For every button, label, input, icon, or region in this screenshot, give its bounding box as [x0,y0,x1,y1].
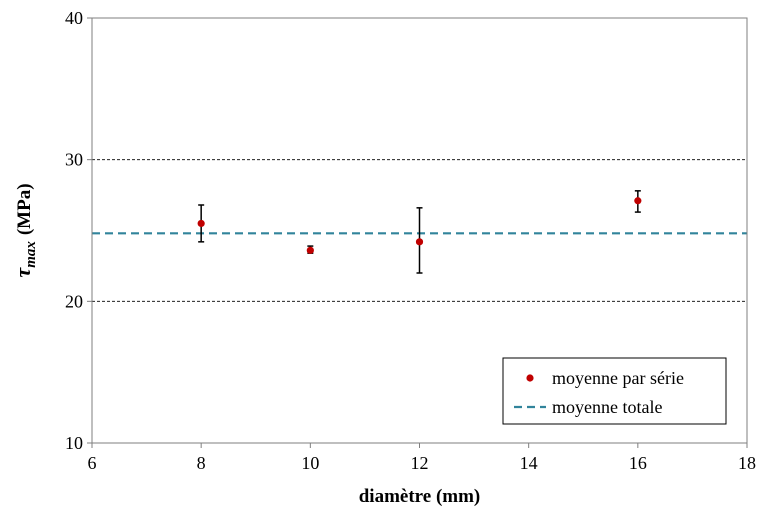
x-axis-ticks: 6 8 10 12 14 16 18 [88,443,756,473]
x-tick-label: 8 [197,453,206,473]
legend: moyenne par série moyenne totale [502,357,727,425]
x-tick-label: 6 [88,453,97,473]
x-tick-label: 10 [301,453,319,473]
y-axis-symbol: τ [10,267,35,278]
data-point [306,246,314,254]
x-tick-label: 18 [738,453,756,473]
data-point [634,197,642,205]
y-axis-unit: (MPa) [14,183,35,235]
y-axis-ticks: 10 20 30 40 [65,8,92,453]
x-tick-label: 16 [629,453,647,473]
x-tick-label: 14 [520,453,538,473]
x-axis-title: diamètre (mm) [359,486,481,507]
y-tick-label: 40 [65,8,83,28]
y-axis-subscript: max [23,241,39,268]
y-tick-label: 10 [65,433,83,453]
legend-box [502,357,727,425]
y-tick-label: 30 [65,150,83,170]
data-points-layer [197,190,642,274]
legend-marker-points [526,374,534,382]
legend-label-points: moyenne par série [552,368,684,388]
gridlines [92,159,747,302]
y-axis-title: τmax (MPa) [10,183,39,277]
data-point [415,238,424,246]
legend-label-mean: moyenne totale [552,397,662,417]
y-tick-label: 20 [65,291,83,311]
data-point [197,219,205,228]
x-tick-label: 12 [411,453,429,473]
